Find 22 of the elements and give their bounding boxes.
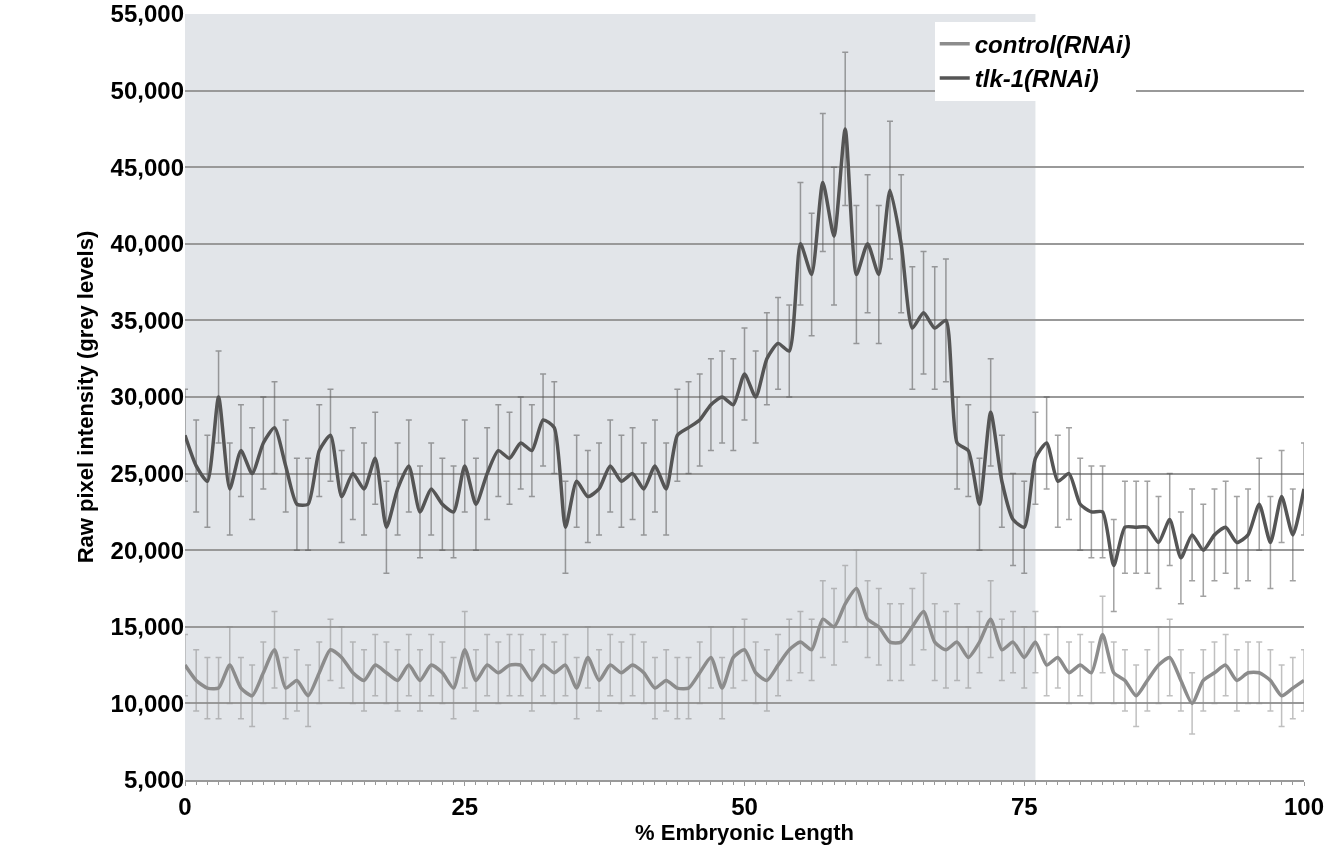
y-tick-label: 5,000 [123,766,184,794]
y-tick-label: 30,000 [110,383,184,411]
y-tick-label: 35,000 [110,306,184,334]
y-tick-label: 40,000 [110,230,184,258]
x-tick-label: 50 [731,792,758,820]
line-series [185,586,1304,706]
x-tick-label: 75 [1010,792,1038,820]
y-tick-label: 20,000 [110,536,184,564]
y-tick-label: 45,000 [110,153,184,181]
y-tick-label: 10,000 [110,689,184,717]
x-axis-title: % Embryonic Length [635,819,854,845]
x-tick-label: 100 [1283,792,1325,820]
y-tick-label: 55,000 [110,0,184,28]
y-tick-label: 25,000 [110,460,184,487]
line-series [185,127,1304,568]
y-tick-label: 50,000 [110,77,184,104]
y-axis-title: Raw pixel intensity (grey levels) [73,230,99,564]
y-tick-label: 15,000 [110,613,184,641]
legend-label: control(RNAi) [974,31,1131,59]
x-tick-label: 25 [451,792,479,820]
x-tick-label: 0 [178,792,192,820]
legend-label: tlk-1(RNAi) [974,65,1099,93]
